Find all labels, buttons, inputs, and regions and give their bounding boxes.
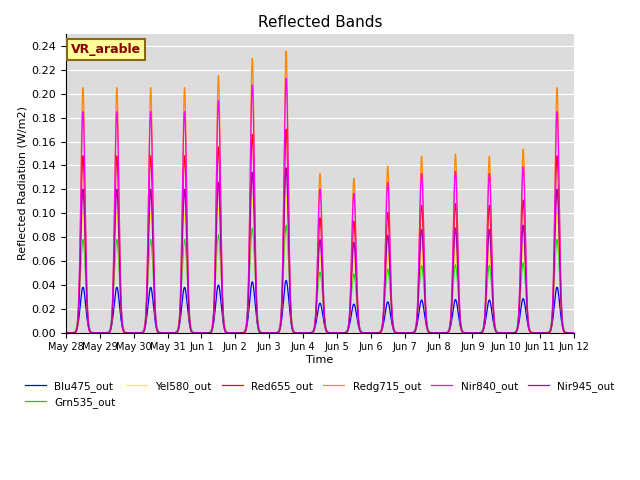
Red655_out	[406, 330, 413, 336]
Line: Nir840_out: Nir840_out	[66, 79, 574, 333]
Yel580_out	[62, 330, 70, 336]
Grn535_out	[434, 330, 442, 336]
X-axis label: Time: Time	[307, 355, 333, 365]
Red655_out	[570, 330, 578, 336]
Blu475_out	[154, 327, 161, 333]
Yel580_out	[434, 330, 442, 336]
Nir945_out	[570, 330, 577, 336]
Yel580_out	[282, 192, 290, 198]
Yel580_out	[301, 330, 308, 336]
Red655_out	[301, 330, 308, 336]
Grn535_out	[463, 330, 470, 336]
Grn535_out	[62, 330, 70, 336]
Grn535_out	[570, 330, 577, 336]
Red655_out	[570, 330, 577, 336]
Line: Red655_out: Red655_out	[66, 130, 574, 333]
Nir945_out	[62, 330, 70, 336]
Nir945_out	[282, 165, 290, 171]
Blu475_out	[406, 330, 413, 336]
Blu475_out	[301, 330, 308, 336]
Nir840_out	[301, 330, 308, 336]
Line: Yel580_out: Yel580_out	[66, 195, 574, 333]
Line: Grn535_out: Grn535_out	[66, 226, 574, 333]
Red655_out	[463, 330, 470, 336]
Grn535_out	[154, 325, 161, 331]
Blu475_out	[570, 330, 578, 336]
Nir840_out	[406, 330, 413, 336]
Line: Nir945_out: Nir945_out	[66, 168, 574, 333]
Text: VR_arable: VR_arable	[71, 43, 141, 56]
Red655_out	[62, 330, 70, 336]
Nir945_out	[570, 330, 578, 336]
Blu475_out	[570, 330, 577, 336]
Legend: Blu475_out, Grn535_out, Yel580_out, Red655_out, Redg715_out, Nir840_out, Nir945_: Blu475_out, Grn535_out, Yel580_out, Red6…	[21, 377, 619, 413]
Nir840_out	[154, 327, 161, 333]
Red655_out	[154, 328, 161, 334]
Nir945_out	[301, 330, 308, 336]
Redg715_out	[570, 330, 577, 336]
Grn535_out	[301, 330, 308, 336]
Yel580_out	[154, 327, 161, 333]
Yel580_out	[406, 330, 413, 336]
Yel580_out	[570, 330, 578, 336]
Redg715_out	[406, 330, 413, 336]
Nir840_out	[62, 330, 70, 336]
Redg715_out	[463, 330, 470, 336]
Line: Blu475_out: Blu475_out	[66, 280, 574, 333]
Yel580_out	[463, 330, 470, 336]
Blu475_out	[434, 330, 442, 336]
Nir945_out	[406, 330, 413, 336]
Nir840_out	[463, 330, 470, 336]
Redg715_out	[434, 330, 442, 336]
Blu475_out	[62, 330, 70, 336]
Blu475_out	[282, 277, 290, 283]
Title: Reflected Bands: Reflected Bands	[258, 15, 382, 30]
Nir945_out	[434, 330, 442, 336]
Y-axis label: Reflected Radiation (W/m2): Reflected Radiation (W/m2)	[17, 107, 28, 260]
Redg715_out	[301, 330, 308, 336]
Grn535_out	[282, 223, 290, 228]
Blu475_out	[463, 330, 470, 336]
Redg715_out	[62, 330, 70, 336]
Red655_out	[434, 330, 442, 336]
Redg715_out	[570, 330, 578, 336]
Nir945_out	[154, 328, 161, 334]
Line: Redg715_out: Redg715_out	[66, 51, 574, 333]
Red655_out	[282, 127, 290, 132]
Nir840_out	[570, 330, 578, 336]
Redg715_out	[154, 329, 161, 335]
Nir840_out	[282, 76, 290, 82]
Grn535_out	[570, 330, 578, 336]
Yel580_out	[570, 330, 577, 336]
Grn535_out	[406, 330, 413, 336]
Nir840_out	[434, 330, 442, 336]
Nir945_out	[463, 330, 470, 336]
Redg715_out	[282, 48, 290, 54]
Nir840_out	[570, 330, 577, 336]
